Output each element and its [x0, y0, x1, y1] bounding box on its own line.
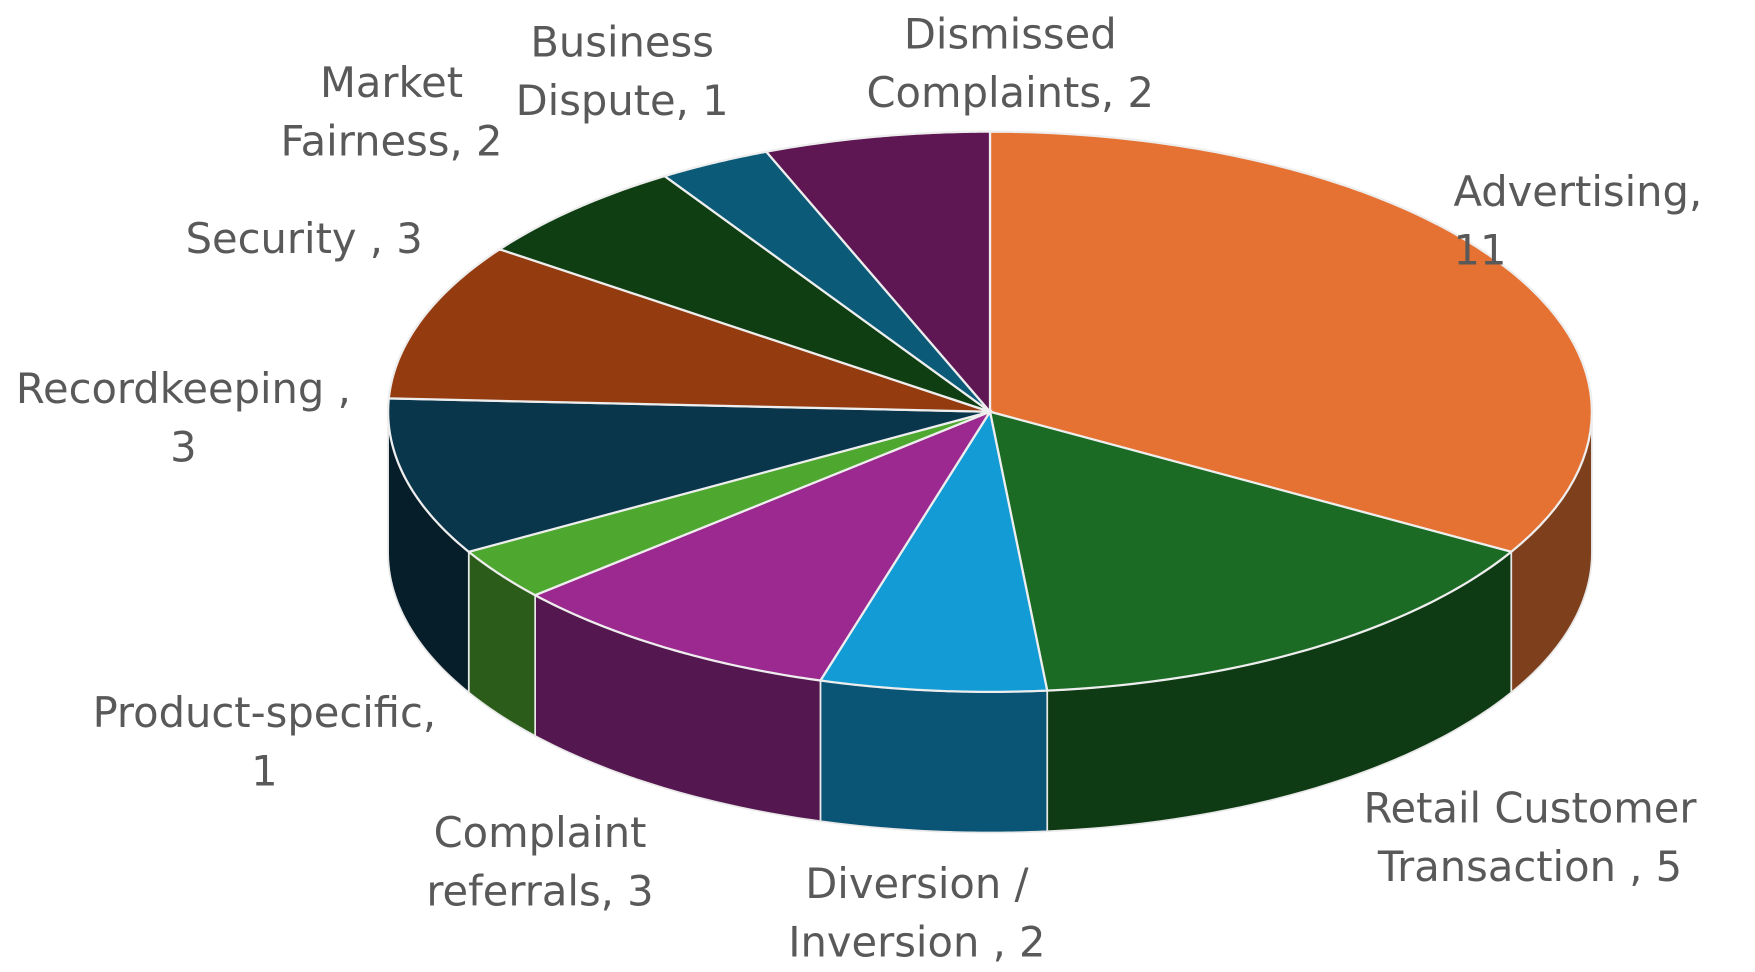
label-value: 3 — [627, 867, 653, 915]
label-separator: , — [1689, 168, 1715, 216]
data-label: Advertising, 11 — [1454, 163, 1755, 280]
label-value: 1 — [251, 747, 277, 795]
label-value: 3 — [170, 423, 196, 471]
label-separator: , — [338, 365, 364, 413]
label-category: Product-specific — [93, 689, 423, 737]
label-value: 1 — [702, 77, 728, 125]
slice-side — [820, 681, 1047, 833]
data-label: Complaint referrals, 3 — [416, 804, 664, 921]
data-label: Diversion / Inversion , 2 — [782, 855, 1052, 972]
label-separator: , — [676, 77, 702, 125]
label-category: Recordkeeping — [16, 365, 338, 413]
label-category: Dismissed Complaints — [866, 10, 1129, 117]
label-value: 2 — [476, 117, 502, 165]
data-label: Product-specific, 1 — [84, 684, 444, 801]
label-value: 2 — [1019, 918, 1045, 966]
label-value: 2 — [1127, 69, 1153, 117]
label-separator: , — [370, 215, 396, 263]
label-separator: , — [1101, 69, 1127, 117]
label-value: 3 — [396, 215, 422, 263]
data-label: Business Dispute, 1 — [510, 14, 735, 131]
data-label: Retail Customer Transaction , 5 — [1350, 780, 1710, 897]
data-label: Recordkeeping , 3 — [9, 360, 358, 477]
label-separator: , — [449, 117, 475, 165]
label-category: Advertising — [1454, 168, 1689, 216]
data-label: Dismissed Complaints, 2 — [853, 6, 1168, 123]
data-label: Market Fairness, 2 — [268, 54, 516, 171]
label-separator: , — [993, 918, 1019, 966]
label-separator: , — [423, 689, 449, 737]
label-value: 11 — [1454, 226, 1507, 274]
label-separator: , — [601, 867, 627, 915]
label-separator: , — [1629, 843, 1655, 891]
label-category: Security — [186, 215, 370, 263]
data-label: Security , 3 — [186, 210, 423, 269]
label-value: 5 — [1656, 843, 1682, 891]
label-category: Market Fairness — [281, 59, 477, 166]
